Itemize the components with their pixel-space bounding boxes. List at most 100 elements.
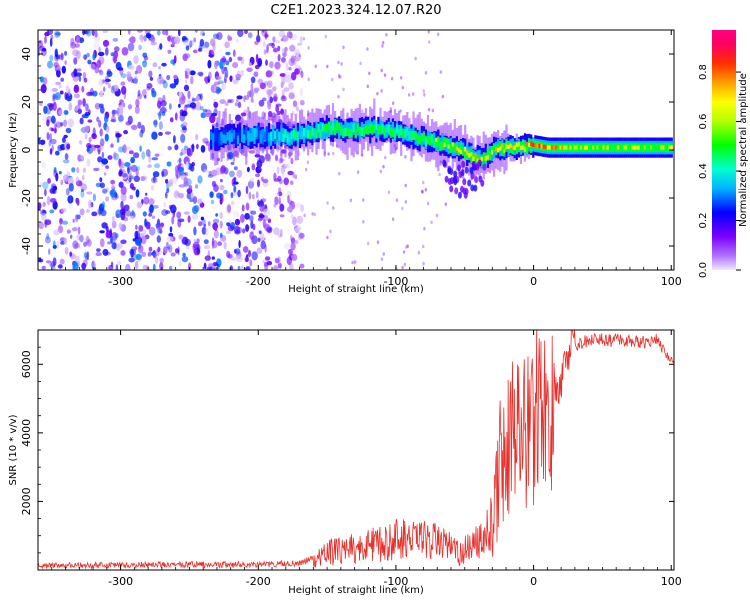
spectrogram-noise-blob (180, 94, 186, 103)
x-tick-label: -200 (246, 575, 271, 588)
spectrogram-noise-blob (54, 92, 61, 101)
spectrogram-signal-cell (503, 142, 506, 152)
spectrogram-noise-blob (326, 201, 329, 205)
spectrogram-noise-blob (384, 155, 387, 160)
spectrogram-noise-blob (69, 251, 73, 257)
spectrogram-noise-blob (183, 84, 190, 92)
spectrogram-signal-cell (307, 130, 310, 139)
spectrogram-noise-blob (61, 137, 66, 143)
spectrogram-noise-blob (158, 111, 162, 120)
spectrogram-noise-blob (105, 225, 109, 232)
spectrogram-noise-blob (414, 56, 417, 61)
spectrogram-signal-cell (402, 129, 405, 138)
spectrogram-noise-blob (168, 232, 174, 237)
spectrogram-noise-blob (82, 98, 86, 107)
spectrogram-signal-cell (459, 142, 463, 152)
spectrogram-signal-cell (272, 132, 275, 142)
spectrogram-noise-blob (50, 138, 57, 145)
spectrogram-noise-blob (62, 174, 69, 182)
spectrogram-noise-blob (305, 167, 308, 172)
spectrogram-signal-cell (356, 123, 359, 132)
spectrogram-noise-blob (133, 175, 140, 182)
spectrogram-noise-blob (212, 42, 216, 51)
spectrogram-noise-blob (55, 172, 59, 182)
spectrogram-noise-blob (137, 244, 144, 254)
spectrogram-noise-blob (250, 210, 257, 215)
spectrogram-noise-blob (240, 69, 245, 76)
spectrogram-noise-blob (110, 179, 116, 185)
spectrogram-noise-blob (278, 166, 286, 172)
spectrogram-noise-blob (209, 114, 216, 124)
spectrogram-noise-blob (232, 79, 239, 85)
spectrogram-noise-blob (130, 248, 135, 258)
spectrogram-signal-cell (581, 143, 584, 152)
spectrogram-noise-blob (58, 171, 62, 175)
spectrogram-signal-cell (528, 142, 531, 148)
spectrogram-noise-blob (148, 154, 151, 164)
spectrogram-signal-cell (598, 143, 601, 152)
spectrogram-noise-blob (63, 115, 67, 123)
spectrogram-noise-blob (129, 215, 135, 221)
spectrogram-noise-blob (266, 80, 273, 88)
spectrogram-noise-blob (157, 75, 164, 85)
spectrogram-noise-blob (441, 94, 444, 99)
spectrogram-noise-blob (299, 99, 305, 106)
spectrogram-signal-cell (398, 129, 401, 138)
spectrogram-noise-blob (55, 150, 60, 156)
spectrogram-signal-cell (389, 127, 392, 137)
spectrogram-noise-blob (243, 109, 248, 114)
spectrogram-noise-blob (261, 30, 268, 37)
spectrogram-noise-blob (202, 108, 208, 113)
spectrogram-signal-cell (633, 145, 636, 150)
spectrogram-signal-cell (451, 142, 454, 147)
spectrogram-noise-blob (219, 199, 223, 205)
spectrogram-noise-blob (88, 137, 92, 143)
spectrogram-noise-blob (81, 85, 85, 93)
spectrogram-signal-cell (305, 128, 308, 137)
spectrogram-noise-blob (260, 240, 266, 250)
spectrogram-noise-blob (169, 83, 177, 89)
spectrogram-signal-cell (284, 129, 287, 138)
spectrogram-signal-cell (364, 125, 368, 135)
spectrogram-signal-cell (546, 145, 549, 150)
spectrogram-noise-blob (280, 95, 287, 102)
spectrogram-signal-cell (569, 145, 572, 150)
spectrogram-noise-blob (91, 30, 95, 36)
spectrogram-noise-blob (48, 140, 52, 147)
spectrogram-signal-cell (391, 128, 394, 138)
spectrogram-noise-blob (213, 85, 217, 92)
spectrogram-signal-cell (334, 126, 337, 136)
spectrogram-noise-blob (149, 76, 154, 81)
spectrogram-signal-cell (575, 145, 578, 150)
spectrogram-noise-blob (361, 109, 364, 113)
spectrogram-noise-blob (127, 167, 130, 174)
spectrogram-noise-blob (142, 62, 148, 67)
spectrogram-noise-blob (96, 248, 101, 252)
spectrogram-noise-blob (219, 99, 226, 105)
spectrogram-signal-cell (232, 130, 235, 139)
spectrogram-noise-blob (84, 133, 88, 140)
spectrogram-signal-cell (406, 127, 409, 136)
spectrogram-noise-blob (204, 255, 211, 261)
spectrogram-noise-blob (427, 107, 431, 112)
y-tick-label: 40 (20, 47, 33, 61)
spectrogram-noise-blob (203, 41, 210, 49)
spectrogram-noise-blob (159, 229, 163, 235)
spectrogram-signal-cell (480, 156, 483, 162)
spectrogram-noise-blob (281, 35, 289, 42)
spectrogram-noise-blob (130, 76, 134, 84)
spectrogram-signal-cell (627, 143, 630, 152)
spectrogram-noise-blob (94, 65, 100, 74)
spectrogram-noise-blob (376, 240, 380, 244)
spectrogram-signal-cell (422, 132, 425, 142)
spectrogram-noise-blob (251, 251, 258, 261)
spectrogram-noise-blob (142, 211, 147, 217)
spectrogram-noise-blob (185, 74, 189, 79)
colorbar-label: Normalized spectral amplitude (738, 73, 749, 227)
spectrogram-noise-blob (262, 259, 266, 264)
spectrogram-signal-cell (511, 138, 514, 152)
spectrogram-noise-blob (124, 162, 131, 167)
spectrogram-noise-blob (267, 101, 272, 110)
spectrogram-noise-blob (151, 215, 156, 219)
spectrogram-noise-blob (127, 30, 131, 35)
